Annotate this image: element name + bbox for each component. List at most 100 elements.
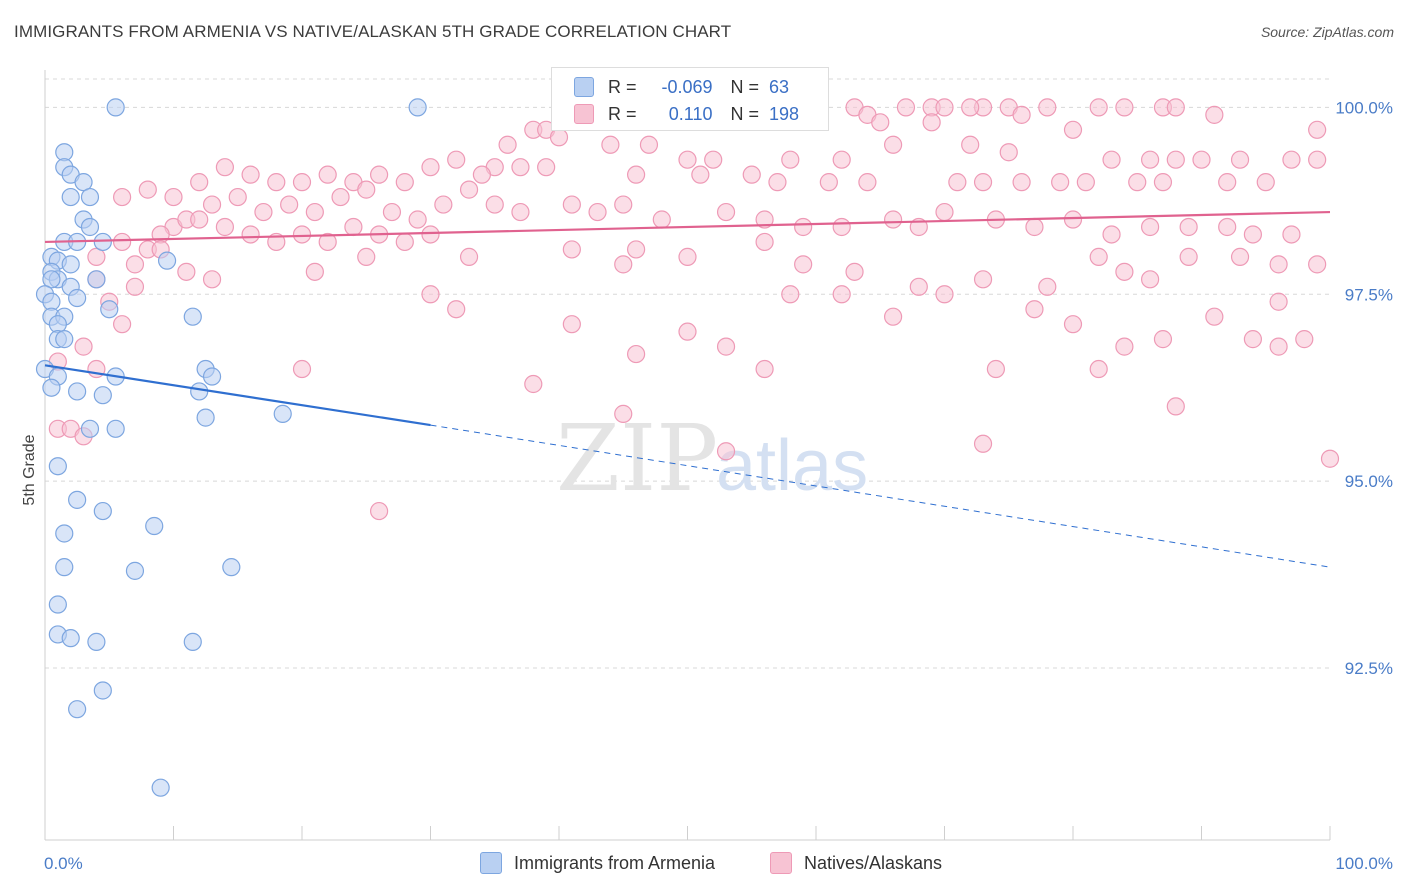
point-natives [1282, 150, 1301, 169]
point-natives [112, 187, 132, 207]
point-natives [896, 98, 916, 117]
point-natives [125, 277, 145, 296]
source-label: Source: ZipAtlas.com [1260, 24, 1394, 40]
legend-row-armenia: R = -0.069 N = 63 [574, 73, 789, 101]
point-natives [1320, 449, 1340, 468]
point-armenia [93, 386, 112, 405]
points-layer [35, 98, 1340, 797]
point-natives [922, 113, 941, 132]
point-natives [1063, 315, 1083, 334]
point-natives [858, 173, 877, 192]
point-natives [395, 232, 414, 252]
point-armenia [196, 408, 215, 427]
point-natives [280, 195, 299, 214]
point-natives [1179, 217, 1198, 237]
point-natives [164, 187, 183, 207]
point-natives [1295, 330, 1314, 349]
point-natives [1205, 105, 1224, 124]
legend-item-natives: Natives/Alaskans [770, 852, 942, 874]
point-natives [935, 285, 954, 304]
point-armenia [68, 700, 87, 719]
point-natives [973, 173, 993, 192]
point-armenia [80, 217, 100, 237]
watermark-atlas: atlas [716, 426, 868, 506]
point-natives [755, 232, 774, 252]
point-natives [614, 255, 633, 274]
point-natives [626, 240, 646, 259]
point-natives [935, 98, 954, 117]
point-natives [1038, 277, 1057, 296]
point-natives [909, 277, 928, 296]
point-natives [292, 359, 312, 379]
point-natives [755, 359, 774, 379]
point-natives [716, 337, 736, 356]
point-natives [357, 180, 376, 199]
point-armenia [93, 232, 112, 252]
point-natives [883, 307, 903, 326]
point-natives [1243, 330, 1263, 349]
point-armenia [80, 419, 100, 438]
point-armenia [55, 330, 74, 349]
point-natives [1166, 98, 1185, 117]
point-natives [1166, 150, 1185, 169]
point-armenia [42, 378, 61, 397]
point-natives [973, 270, 993, 289]
point-armenia [42, 270, 61, 289]
point-natives [74, 337, 93, 356]
point-armenia [80, 187, 100, 207]
point-armenia [48, 595, 67, 614]
point-natives [742, 165, 761, 184]
chart-title: IMMIGRANTS FROM ARMENIA VS NATIVE/ALASKA… [14, 22, 732, 41]
legend-label-natives: Natives/Alaskans [804, 852, 943, 873]
point-armenia [408, 98, 427, 117]
point-armenia [55, 524, 74, 543]
point-armenia [87, 632, 106, 651]
point-natives [819, 173, 838, 192]
point-natives [1308, 150, 1327, 169]
point-natives [1115, 337, 1134, 356]
y-axis-label: 5th Grade [21, 434, 38, 505]
point-natives [1153, 173, 1173, 192]
point-natives [948, 173, 967, 192]
point-armenia [183, 632, 202, 651]
point-natives [768, 173, 787, 192]
point-natives [1076, 173, 1095, 192]
point-natives [691, 165, 710, 184]
point-natives [202, 270, 222, 289]
legend-n-value: 198 [769, 103, 800, 124]
point-natives [1128, 173, 1147, 192]
point-natives [87, 247, 106, 266]
legend-swatch-blue [574, 77, 594, 97]
point-natives [716, 442, 736, 461]
point-natives [1012, 173, 1031, 192]
point-natives [1230, 247, 1250, 266]
point-natives [549, 128, 569, 147]
point-natives [370, 501, 389, 521]
y-tick-label: 92.5% [1345, 659, 1393, 678]
point-natives [267, 173, 286, 192]
point-natives [202, 195, 222, 214]
point-armenia [106, 419, 125, 438]
series-legend: Immigrants from Armenia Natives/Alaskans [0, 852, 1406, 876]
point-natives [614, 404, 633, 423]
point-natives [999, 143, 1018, 162]
point-natives [1269, 255, 1288, 274]
point-natives [832, 285, 851, 304]
point-natives [447, 150, 466, 169]
point-natives [935, 202, 954, 222]
point-armenia [68, 288, 87, 308]
watermark: ZIP atlas [556, 405, 868, 512]
point-natives [601, 135, 620, 154]
point-natives [883, 135, 903, 154]
point-natives [1025, 217, 1044, 237]
point-natives [986, 359, 1006, 379]
point-natives [562, 195, 581, 214]
axis-layer [44, 70, 1331, 841]
point-natives [1063, 120, 1083, 139]
point-natives [228, 187, 247, 207]
point-natives [292, 173, 312, 192]
point-natives [1140, 217, 1160, 237]
point-armenia [61, 255, 80, 274]
point-natives [1102, 150, 1121, 169]
stats-legend: R = -0.069 N = 63 R = 0.110 N = 198 [551, 67, 829, 131]
